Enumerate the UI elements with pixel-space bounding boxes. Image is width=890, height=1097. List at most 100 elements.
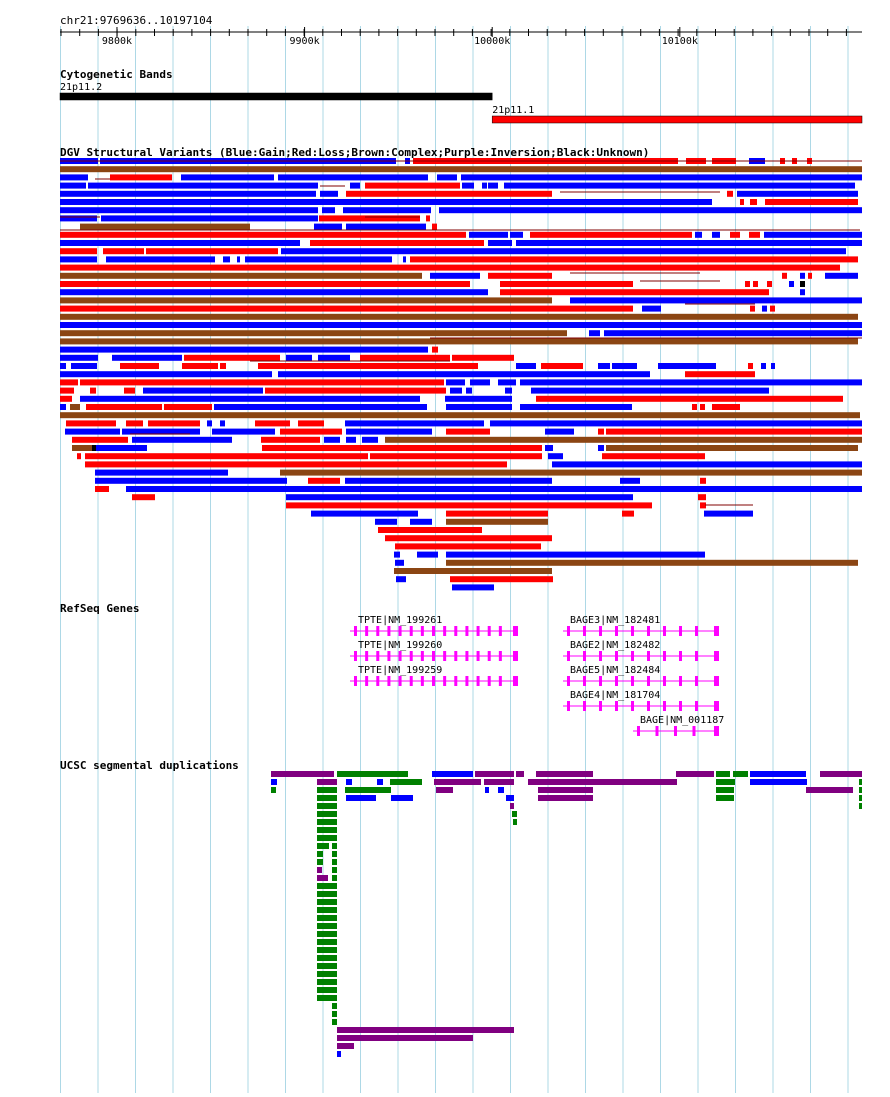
gene-exon[interactable] bbox=[443, 651, 447, 661]
dgv-variant[interactable] bbox=[570, 297, 862, 304]
dgv-variant[interactable] bbox=[606, 445, 858, 451]
gene-exon[interactable] bbox=[679, 651, 682, 661]
dgv-variant[interactable] bbox=[360, 354, 450, 361]
dgv-variant[interactable] bbox=[96, 445, 147, 451]
dgv-variant[interactable] bbox=[520, 379, 862, 386]
dgv-variant[interactable] bbox=[541, 363, 583, 369]
gene-exon[interactable] bbox=[615, 676, 618, 686]
dgv-variant[interactable] bbox=[396, 576, 406, 583]
dgv-variant[interactable] bbox=[466, 387, 472, 394]
segdup-feature[interactable] bbox=[750, 771, 806, 777]
dgv-variant[interactable] bbox=[207, 420, 212, 427]
dgv-variant[interactable] bbox=[60, 182, 86, 189]
dgv-variant[interactable] bbox=[520, 404, 632, 410]
dgv-variant[interactable] bbox=[800, 272, 805, 279]
dgv-variant[interactable] bbox=[281, 248, 846, 255]
gene-exon[interactable] bbox=[420, 651, 424, 661]
segdup-feature[interactable] bbox=[859, 787, 862, 793]
gene-exon[interactable] bbox=[663, 676, 666, 686]
segdup-feature[interactable] bbox=[484, 779, 514, 785]
dgv-variant[interactable] bbox=[286, 494, 633, 501]
gene-exon[interactable] bbox=[647, 676, 650, 686]
dgv-variant[interactable] bbox=[112, 354, 182, 361]
gene-exon[interactable] bbox=[567, 626, 570, 636]
dgv-variant[interactable] bbox=[604, 330, 862, 337]
dgv-variant[interactable] bbox=[598, 445, 604, 451]
segdup-feature[interactable] bbox=[516, 771, 524, 777]
gene-exon[interactable] bbox=[409, 651, 413, 661]
dgv-variant[interactable] bbox=[740, 199, 744, 205]
dgv-variant[interactable] bbox=[808, 272, 812, 279]
dgv-variant[interactable] bbox=[60, 354, 98, 361]
dgv-variant[interactable] bbox=[71, 363, 97, 369]
dgv-variant[interactable] bbox=[498, 379, 516, 386]
gene-label[interactable]: TPTE|NM_199260 bbox=[358, 640, 442, 651]
segdup-feature[interactable] bbox=[332, 1011, 337, 1017]
dgv-variant[interactable] bbox=[60, 166, 862, 173]
segdup-feature[interactable] bbox=[317, 827, 337, 833]
dgv-track[interactable] bbox=[60, 158, 862, 591]
dgv-variant[interactable] bbox=[350, 182, 360, 189]
segdup-feature[interactable] bbox=[317, 883, 337, 889]
segdup-feature[interactable] bbox=[271, 771, 334, 777]
dgv-variant[interactable] bbox=[143, 387, 263, 394]
dgv-variant[interactable] bbox=[545, 428, 574, 435]
segdup-feature[interactable] bbox=[317, 979, 337, 985]
gene-exon[interactable] bbox=[365, 676, 369, 686]
segdup-feature[interactable] bbox=[506, 795, 514, 801]
gene-exon[interactable] bbox=[476, 676, 480, 686]
dgv-variant[interactable] bbox=[95, 469, 228, 476]
dgv-variant[interactable] bbox=[516, 240, 862, 246]
dgv-variant[interactable] bbox=[148, 420, 200, 427]
segdup-feature[interactable] bbox=[332, 1003, 337, 1009]
dgv-variant[interactable] bbox=[452, 584, 494, 591]
gene-exon[interactable] bbox=[631, 626, 634, 636]
gene-exon[interactable] bbox=[663, 701, 666, 711]
gene-exon[interactable] bbox=[615, 651, 618, 661]
dgv-variant[interactable] bbox=[490, 420, 862, 427]
gene-exon[interactable] bbox=[647, 701, 650, 711]
segdup-feature[interactable] bbox=[859, 795, 862, 801]
dgv-variant[interactable] bbox=[531, 387, 769, 394]
dgv-variant[interactable] bbox=[789, 281, 794, 287]
gene-exon[interactable] bbox=[663, 651, 666, 661]
dgv-variant[interactable] bbox=[60, 207, 318, 214]
dgv-variant[interactable] bbox=[469, 231, 508, 238]
dgv-variant[interactable] bbox=[767, 281, 772, 287]
dgv-variant[interactable] bbox=[410, 256, 858, 263]
dgv-variant[interactable] bbox=[245, 256, 392, 263]
segdup-feature[interactable] bbox=[317, 835, 337, 841]
dgv-variant[interactable] bbox=[426, 215, 430, 222]
dgv-variant[interactable] bbox=[446, 379, 465, 386]
segdup-feature[interactable] bbox=[317, 963, 337, 969]
dgv-variant[interactable] bbox=[66, 420, 116, 427]
dgv-variant[interactable] bbox=[88, 182, 318, 189]
dgv-variant[interactable] bbox=[262, 445, 542, 451]
dgv-variant[interactable] bbox=[765, 199, 858, 205]
segdup-feature[interactable] bbox=[317, 867, 322, 873]
dgv-variant[interactable] bbox=[60, 379, 78, 386]
dgv-variant[interactable] bbox=[60, 272, 422, 279]
dgv-variant[interactable] bbox=[606, 428, 862, 435]
segdup-feature[interactable] bbox=[332, 875, 337, 881]
gene-label[interactable]: BAGE3|NM_182481 bbox=[570, 615, 660, 626]
gene-exon[interactable] bbox=[398, 626, 402, 636]
gene-exon[interactable] bbox=[398, 676, 402, 686]
dgv-variant[interactable] bbox=[314, 223, 342, 230]
dgv-variant[interactable] bbox=[60, 305, 633, 312]
dgv-variant[interactable] bbox=[446, 518, 548, 525]
gene-exon[interactable] bbox=[387, 676, 391, 686]
dgv-variant[interactable] bbox=[60, 289, 488, 296]
segdup-feature[interactable] bbox=[317, 955, 337, 961]
dgv-variant[interactable] bbox=[417, 551, 438, 558]
dgv-variant[interactable] bbox=[505, 387, 512, 394]
dgv-variant[interactable] bbox=[470, 379, 490, 386]
segdup-feature[interactable] bbox=[317, 987, 337, 993]
dgv-variant[interactable] bbox=[60, 281, 470, 287]
segdup-feature[interactable] bbox=[317, 939, 337, 945]
dgv-variant[interactable] bbox=[320, 190, 338, 197]
segdup-feature[interactable] bbox=[337, 1043, 354, 1049]
dgv-variant[interactable] bbox=[545, 445, 553, 451]
gene-exon[interactable] bbox=[376, 651, 380, 661]
segdup-feature[interactable] bbox=[317, 843, 329, 849]
